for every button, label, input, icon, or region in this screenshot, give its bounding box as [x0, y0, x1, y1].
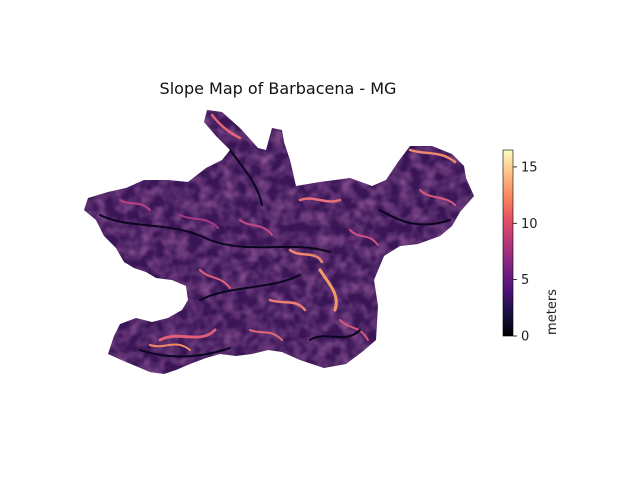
colorbar-tick-label: 0	[521, 330, 529, 345]
map-title: Slope Map of Barbacena - MG	[159, 79, 397, 98]
colorbar-tick-label: 10	[521, 217, 538, 232]
colorbar: 0 5 10 15 meters	[502, 149, 560, 345]
colorbar-tick-label: 15	[521, 160, 538, 175]
slope-raster	[84, 110, 474, 374]
colorbar-tick-label: 5	[521, 273, 529, 288]
ridge-lines	[119, 113, 457, 351]
colorbar-gradient	[502, 149, 514, 337]
colorbar-label: meters	[545, 289, 560, 335]
colorbar-ticks: 0 5 10 15	[513, 160, 538, 345]
valley-lines	[99, 149, 451, 358]
